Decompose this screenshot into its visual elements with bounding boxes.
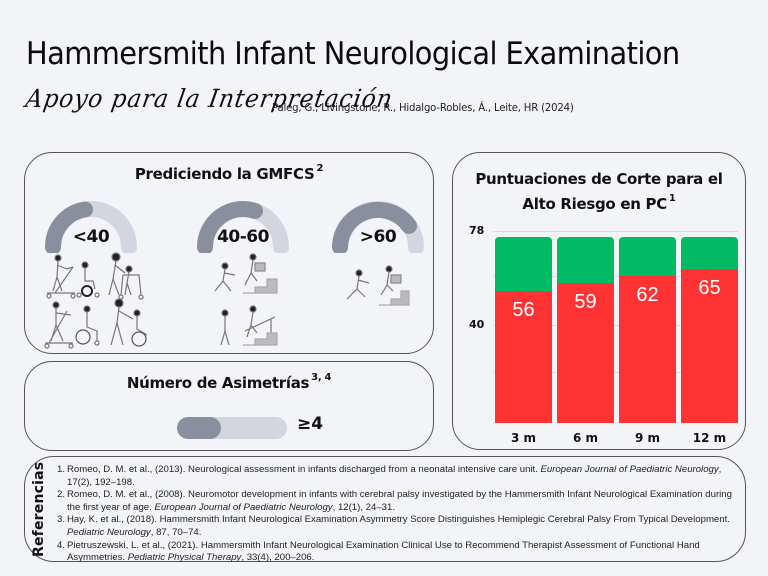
chart-title-text: Puntuaciones de Corte para el Alto Riesg… <box>475 170 723 213</box>
bar-3m: 56 <box>495 237 552 423</box>
gmfcs-title: Prediciendo la GMFCS 2 <box>25 163 433 183</box>
gauge-arc-icon <box>197 201 289 253</box>
asymmetry-threshold-value: ≥4 <box>297 414 324 434</box>
asymmetries-title-text: Número de Asimetrías <box>126 374 310 392</box>
bar-12m: 65 <box>681 237 738 423</box>
asymmetries-title: Número de Asimetrías 3, 4 <box>25 372 433 392</box>
x-tick-label: 9 m <box>634 431 661 445</box>
gauge-arc-icon <box>332 201 424 253</box>
asymmetry-progress-bar <box>177 417 287 439</box>
x-tick-label: 6 m <box>572 431 599 445</box>
reference-details: , 17(2), 192–198. <box>67 464 722 488</box>
reference-number: 3. <box>57 514 66 526</box>
asymmetry-progress-fill <box>177 417 221 439</box>
page-title: Hammersmith Infant Neurological Examinat… <box>26 36 680 72</box>
reference-journal: Pediatric Physical Therapy <box>127 552 242 564</box>
reference-item: 2. Romeo, D. M. et al., (2008). Neuromoto… <box>57 489 737 514</box>
reference-text: Pietruszewski, L. et al., (2021). Hammer… <box>67 539 700 564</box>
references-panel: Referencias 1. Romeo, D. M. et al., (2013… <box>24 456 746 565</box>
gauge-40-60: 40-60 <box>193 193 293 253</box>
reference-number: 1. <box>57 464 66 475</box>
chart-title: Puntuaciones de Corte para el Alto Riesg… <box>453 169 745 215</box>
assisted-mobility-figures-icon <box>39 251 159 351</box>
bar-value-label: 56 <box>512 299 535 321</box>
bar-value-label: 59 <box>574 291 597 313</box>
gauge-label: <40 <box>72 227 110 247</box>
reference-text: Hay, K. et al., (2018). Hammersmith Infa… <box>67 514 730 526</box>
asymmetries-title-citation: 3, 4 <box>311 372 332 383</box>
bar-segment-red: 56 <box>495 291 552 423</box>
bar-segment-green <box>619 237 676 276</box>
reference-text: Romeo, D. M. et al., (2013). Neurologica… <box>67 464 541 475</box>
reference-details: , 12(1), 24–31. <box>332 501 396 513</box>
reference-details: , 33(4), 200–206. <box>241 552 315 564</box>
bar-value-label: 62 <box>636 284 659 306</box>
chart-plot-area: 56 59 62 65 <box>493 231 738 423</box>
bar-segment-green <box>557 237 614 283</box>
gridline <box>493 325 738 326</box>
reference-details: , 87, 70–74. <box>150 526 202 538</box>
bar-segment-red: 62 <box>619 276 676 423</box>
bar-6m: 59 <box>557 237 614 423</box>
gauge-label: 40-60 <box>217 227 269 247</box>
references-label: Referencias <box>31 461 47 557</box>
y-tick-78: 78 <box>469 224 485 237</box>
authors-citation: Paleg, G., Livingstone, R., Hidalgo-Robl… <box>272 101 574 114</box>
gauge-under-40: <40 <box>41 193 141 253</box>
y-tick-40: 40 <box>469 318 485 331</box>
bar-9m: 62 <box>619 237 676 423</box>
reference-text: Romeo, D. M. et al., (2008). Neuromotor … <box>67 489 732 513</box>
bar-segment-red: 59 <box>557 283 614 423</box>
bar-segment-red: 65 <box>681 269 738 423</box>
bar-segment-green <box>681 237 738 269</box>
reference-journal: Pediatric Neurology <box>67 526 151 538</box>
bar-value-label: 65 <box>698 277 721 299</box>
reference-item: 1. Romeo, D. M. et al., (2013). Neurologi… <box>57 464 737 489</box>
references-list: 1. Romeo, D. M. et al., (2013). Neurologi… <box>57 464 737 565</box>
gridline <box>493 276 738 277</box>
chart-title-citation: 1 <box>668 193 676 204</box>
gauge-arc-icon <box>45 201 137 253</box>
gridline <box>493 231 738 232</box>
gauge-label: >60 <box>359 227 397 247</box>
gridline <box>493 372 738 373</box>
reference-journal: European Journal of Paediatric Neurology <box>540 464 719 475</box>
reference-journal: European Journal of Paediatric Neurology <box>154 501 333 513</box>
gmfcs-title-text: Prediciendo la GMFCS <box>134 165 315 183</box>
running-stairs-figures-icon <box>343 265 413 315</box>
x-tick-label: 3 m <box>510 431 537 445</box>
x-tick-label: 12 m <box>692 431 727 445</box>
walking-stairs-figures-icon <box>211 251 281 351</box>
asymmetries-panel: Número de Asimetrías 3, 4 ≥4 <box>24 361 434 451</box>
reference-item: 3. Hay, K. et al., (2018). Hammersmith In… <box>57 514 737 539</box>
reference-item: 4. Pietruszewski, L. et al., (2021). Hamm… <box>57 540 737 565</box>
gmfcs-panel: Prediciendo la GMFCS 2 <40 40-60 >60 <box>24 152 434 354</box>
bar-segment-green <box>495 237 552 291</box>
gmfcs-title-citation: 2 <box>316 163 324 174</box>
cutoff-scores-chart-panel: Puntuaciones de Corte para el Alto Riesg… <box>452 152 746 450</box>
reference-number: 2. <box>57 489 66 501</box>
gauge-over-60: >60 <box>328 193 428 253</box>
reference-number: 4. <box>57 539 66 551</box>
